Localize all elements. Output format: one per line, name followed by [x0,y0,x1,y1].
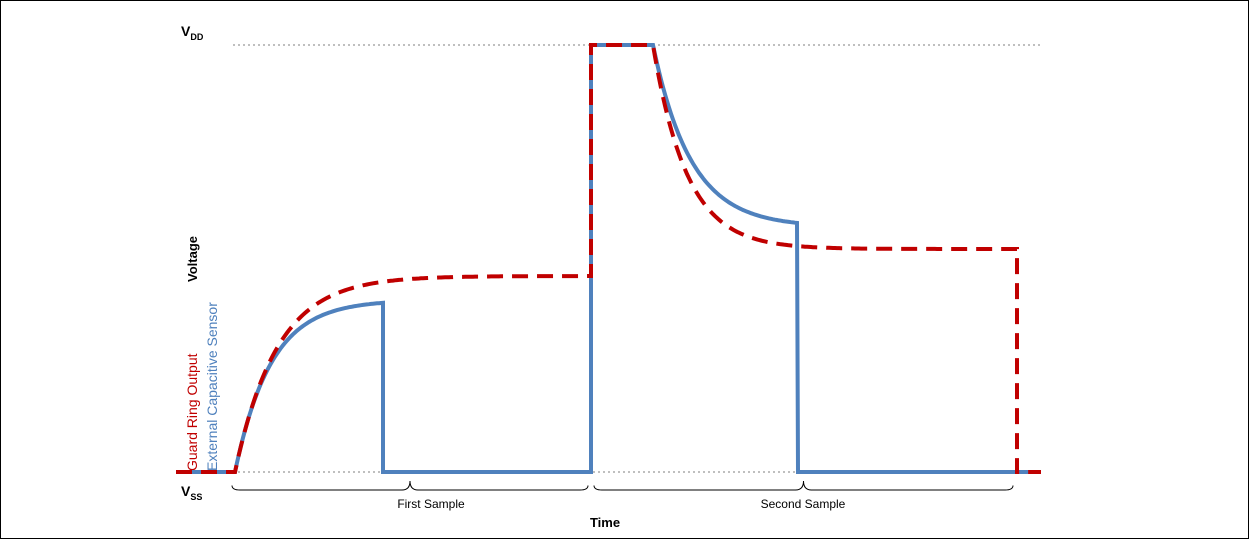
y-axis-label: Voltage [185,236,200,282]
second-sample-brace [593,480,1014,491]
vdd-label: VDD [181,23,204,42]
vss-label: VSS [181,483,202,502]
second-sample-label: Second Sample [761,497,846,511]
series-guard-ring-output [176,43,1041,474]
legend-guard-ring-output: Guard Ring Output [184,353,200,471]
first-sample-label: First Sample [397,497,465,511]
series-external-capacitive-sensor [176,43,1041,474]
x-axis-label: Time [590,515,620,530]
legend-external-capacitive-sensor: External Capacitive Sensor [204,302,220,471]
first-sample-brace [231,480,589,491]
